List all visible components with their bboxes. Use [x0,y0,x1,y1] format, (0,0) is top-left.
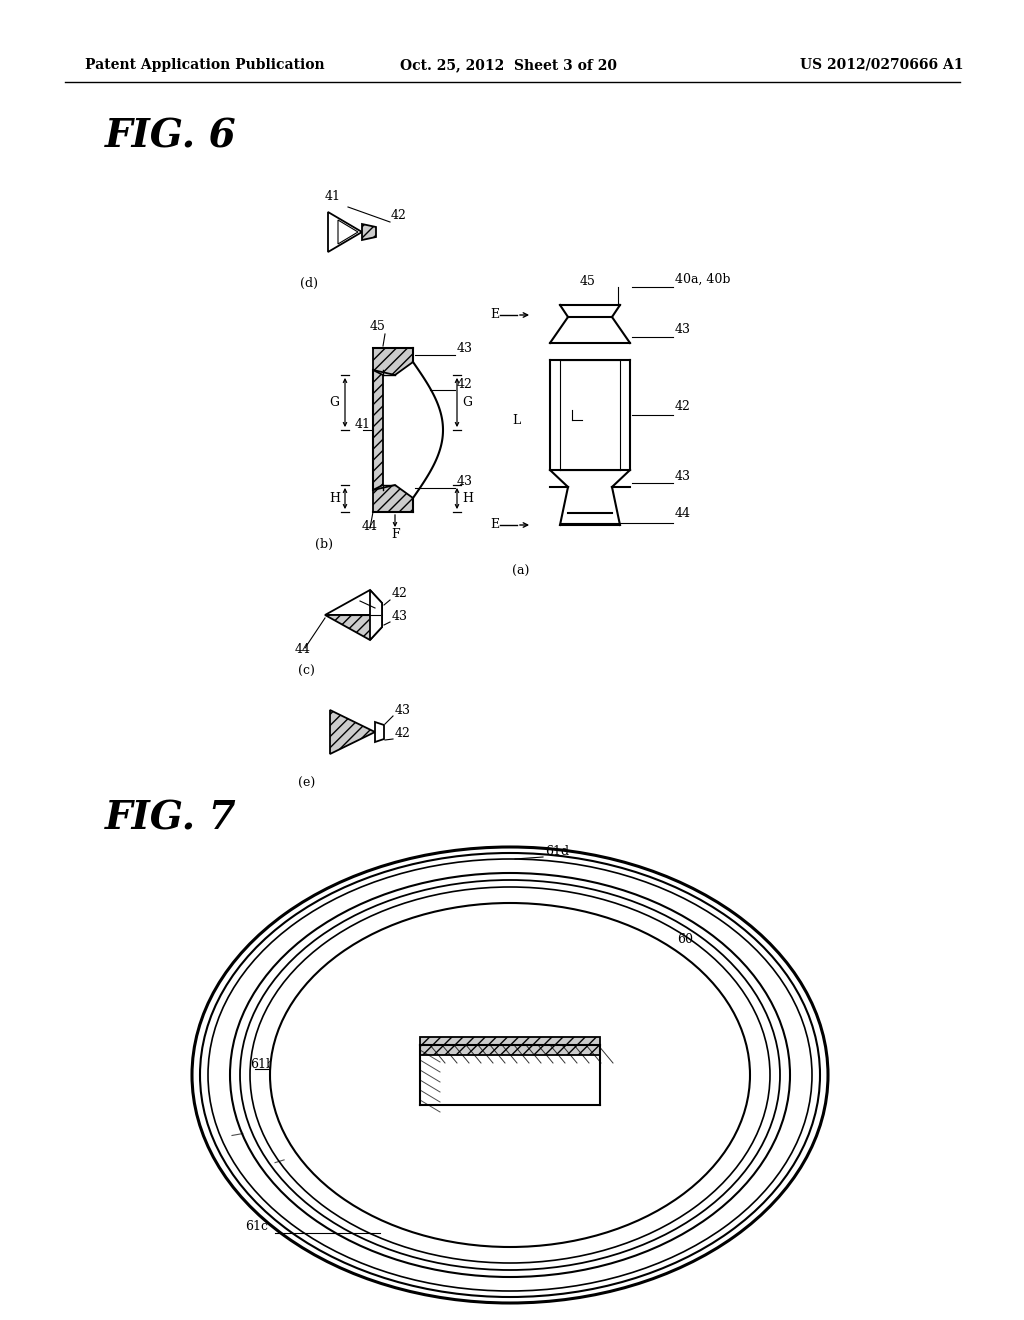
Text: 42: 42 [391,209,407,222]
Text: Patent Application Publication: Patent Application Publication [85,58,325,73]
Polygon shape [325,590,382,615]
Text: G: G [462,396,472,408]
Text: 61c: 61c [245,1220,268,1233]
Text: 43: 43 [395,704,411,717]
Text: 61a: 61a [677,997,700,1008]
Text: 45: 45 [370,319,386,333]
Ellipse shape [193,847,828,1303]
Text: 61d: 61d [545,845,569,858]
Text: 41: 41 [355,418,371,432]
Ellipse shape [270,903,750,1247]
Text: (a): (a) [512,565,529,578]
Text: US 2012/0270666 A1: US 2012/0270666 A1 [800,58,964,73]
Text: (c): (c) [298,665,314,678]
Text: FIG. 6: FIG. 6 [105,117,237,156]
Text: 45: 45 [580,275,596,288]
Text: 43: 43 [457,475,473,488]
Polygon shape [370,590,382,640]
Text: 43: 43 [675,323,691,337]
Text: 41: 41 [325,190,341,203]
Polygon shape [373,348,413,375]
Text: 42: 42 [395,727,411,741]
Text: 43: 43 [457,342,473,355]
Text: F: F [391,528,399,541]
Text: 44: 44 [295,643,311,656]
Polygon shape [328,213,362,252]
Polygon shape [373,484,413,512]
Polygon shape [330,710,375,754]
Text: L: L [512,413,520,426]
Polygon shape [420,1038,600,1055]
Text: 44: 44 [362,520,378,533]
Polygon shape [373,370,383,490]
Text: 40a, 40b: 40a, 40b [675,273,730,286]
Text: FIG. 7: FIG. 7 [105,800,237,838]
Text: 61b: 61b [250,1059,274,1072]
Text: 43: 43 [392,610,408,623]
Text: E: E [490,519,499,532]
Text: Oct. 25, 2012  Sheet 3 of 20: Oct. 25, 2012 Sheet 3 of 20 [400,58,617,73]
Text: 42: 42 [675,400,691,413]
Polygon shape [375,722,384,742]
Text: 62: 62 [677,1023,693,1036]
Text: H: H [329,491,340,504]
Text: (b): (b) [315,539,333,550]
Text: G: G [329,396,339,408]
Text: 64: 64 [495,1028,513,1041]
Text: 44: 44 [675,507,691,520]
Text: (d): (d) [300,277,318,290]
Polygon shape [325,615,382,640]
Text: 43: 43 [675,470,691,483]
Text: 42: 42 [392,587,408,601]
Text: 63: 63 [490,1107,508,1122]
Text: 61: 61 [677,966,693,979]
Text: (e): (e) [298,777,315,789]
Text: 60: 60 [677,933,693,946]
Text: E: E [490,309,499,322]
Text: H: H [462,491,473,504]
Text: 42: 42 [457,378,473,391]
Polygon shape [362,224,376,240]
